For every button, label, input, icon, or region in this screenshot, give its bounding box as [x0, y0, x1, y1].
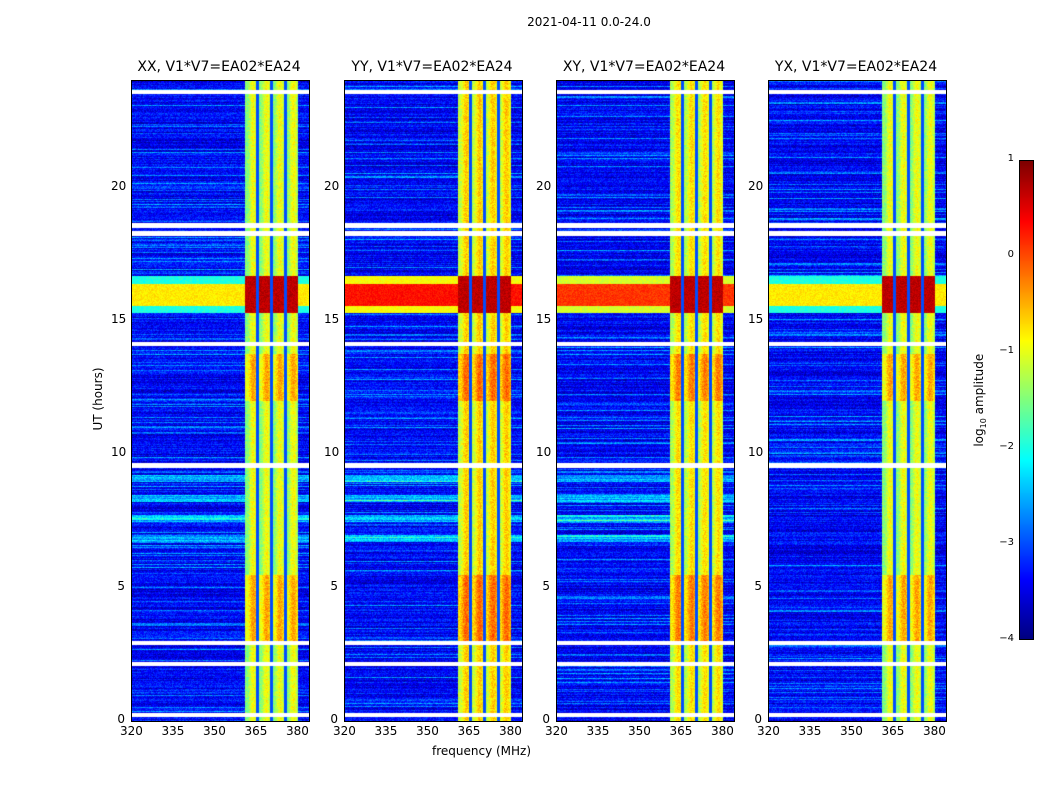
x-tick-label: 365 — [881, 724, 905, 738]
y-tick-label: 0 — [117, 712, 125, 726]
x-tick-label: 350 — [627, 724, 651, 738]
y-tick-label: 0 — [542, 712, 550, 726]
x-tick-label: 365 — [244, 724, 268, 738]
colorbar-label-log: log — [971, 428, 986, 447]
y-tick-label: 15 — [324, 312, 340, 326]
heatmap-panel — [131, 80, 310, 722]
y-tick-label: 20 — [536, 178, 552, 193]
y-tick-label: 10 — [111, 445, 127, 460]
panel-title: YY, V1*V7=EA02*EA24 — [351, 59, 513, 75]
y-tick-label: 10 — [536, 445, 552, 460]
x-tick-label: 320 — [120, 724, 143, 738]
x-tick-label: 365 — [669, 724, 693, 738]
y-tick-label: 0 — [754, 712, 762, 726]
heatmap-panel — [344, 80, 523, 722]
x-tick-label: 320 — [757, 724, 780, 738]
colorbar — [1019, 160, 1034, 640]
y-tick-label: 20 — [111, 178, 127, 193]
heatmap-panel — [768, 80, 947, 722]
y-tick-label: 15 — [111, 312, 127, 326]
x-tick-label: 350 — [202, 724, 226, 738]
panel-title: XX, V1*V7=EA02*EA24 — [137, 59, 301, 75]
x-tick-label: 380 — [710, 724, 734, 738]
x-axis-label: frequency (MHz) — [432, 744, 532, 758]
colorbar-tick-label: 0 — [1007, 249, 1014, 260]
colorbar-tick-label: −2 — [999, 441, 1014, 452]
panel-title: XY, V1*V7=EA02*EA24 — [562, 59, 726, 75]
x-tick-label: 335 — [374, 724, 398, 738]
figure-title: 2021-04-11 0.0-24.0 — [527, 15, 651, 29]
y-tick-label: 20 — [324, 178, 340, 193]
colorbar-label-sub: 10 — [979, 418, 989, 429]
heatmap-panel — [556, 80, 735, 722]
colorbar-tick-label: −1 — [999, 345, 1014, 356]
y-tick-label: 5 — [330, 578, 338, 593]
x-tick-label: 380 — [922, 724, 946, 738]
y-axis-label: UT (hours) — [91, 367, 105, 431]
x-tick-label: 350 — [415, 724, 439, 738]
x-tick-label: 335 — [161, 724, 185, 738]
y-tick-label: 15 — [748, 312, 764, 326]
x-tick-label: 320 — [545, 724, 568, 738]
y-tick-label: 10 — [324, 445, 340, 460]
y-tick-label: 0 — [330, 712, 338, 726]
y-tick-label: 20 — [748, 178, 764, 193]
y-tick-label: 10 — [748, 445, 764, 460]
colorbar-label-rest: amplitude — [971, 353, 986, 419]
panel-title: YX, V1*V7=EA02*EA24 — [774, 59, 938, 75]
colorbar-tick-label: 1 — [1007, 153, 1014, 164]
x-tick-label: 320 — [333, 724, 356, 738]
y-tick-label: 15 — [536, 312, 552, 326]
x-tick-label: 380 — [285, 724, 309, 738]
x-tick-label: 335 — [586, 724, 610, 738]
x-tick-label: 350 — [839, 724, 863, 738]
x-tick-label: 335 — [798, 724, 822, 738]
x-tick-label: 380 — [498, 724, 522, 738]
colorbar-tick-label: −3 — [999, 537, 1014, 548]
y-tick-label: 5 — [117, 578, 125, 593]
colorbar-tick-label: −4 — [999, 633, 1014, 644]
x-tick-label: 365 — [457, 724, 481, 738]
y-tick-label: 5 — [542, 578, 550, 593]
y-tick-label: 5 — [754, 578, 762, 593]
colorbar-label: log10 amplitude — [972, 345, 988, 455]
